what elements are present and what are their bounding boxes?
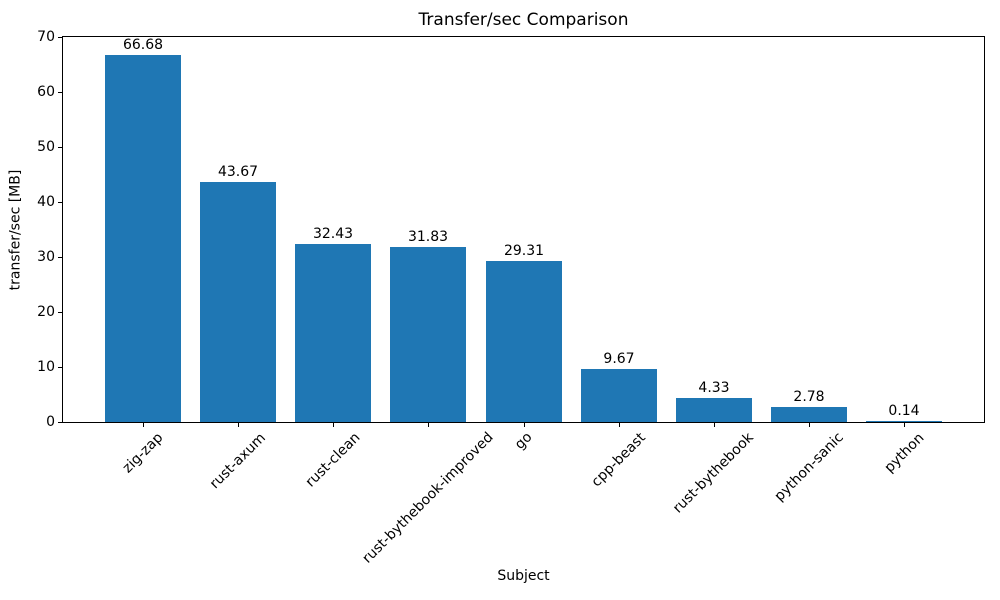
x-tick-label-zig-zap: zig-zap bbox=[119, 429, 167, 477]
y-tick-label: 50 bbox=[37, 139, 55, 155]
y-tick bbox=[58, 312, 62, 313]
bar-rust-axum bbox=[200, 182, 276, 422]
bar-value-label: 31.83 bbox=[407, 229, 449, 245]
x-tick bbox=[428, 423, 429, 427]
y-tick bbox=[58, 202, 62, 203]
bar-zig-zap bbox=[105, 55, 181, 422]
bar-value-label: 43.67 bbox=[217, 164, 259, 180]
bar-go bbox=[486, 261, 562, 422]
x-tick bbox=[333, 423, 334, 427]
bar-rust-bythebook-improved bbox=[390, 247, 466, 422]
x-tick-label-cpp-beast: cpp-beast bbox=[588, 429, 650, 490]
x-tick bbox=[809, 423, 810, 427]
y-axis-label: transfer/sec [MB] bbox=[6, 169, 23, 290]
bar-value-label: 9.67 bbox=[603, 351, 635, 367]
bar-value-label: 32.43 bbox=[312, 226, 354, 242]
x-tick bbox=[619, 423, 620, 427]
x-tick-label-rust-bythebook-improved: rust-bythebook-improved bbox=[359, 429, 497, 567]
y-tick-label: 40 bbox=[37, 194, 55, 210]
bar-value-label: 0.14 bbox=[888, 403, 920, 419]
y-tick-label: 0 bbox=[46, 414, 55, 430]
x-tick-label-go: go bbox=[511, 429, 536, 454]
x-tick-label-python: python bbox=[881, 429, 928, 476]
y-tick bbox=[58, 147, 62, 148]
y-tick bbox=[58, 92, 62, 93]
y-tick-label: 20 bbox=[37, 304, 55, 320]
x-tick bbox=[143, 423, 144, 427]
x-tick bbox=[238, 423, 239, 427]
y-tick-label: 30 bbox=[37, 249, 55, 265]
bar-value-label: 2.78 bbox=[793, 389, 825, 405]
y-tick-label: 70 bbox=[37, 29, 55, 45]
x-tick-label-rust-bythebook: rust-bythebook bbox=[670, 429, 758, 517]
x-tick-label-rust-axum: rust-axum bbox=[206, 429, 270, 492]
bar-rust-clean bbox=[295, 244, 371, 422]
y-tick bbox=[58, 37, 62, 38]
y-tick bbox=[58, 367, 62, 368]
x-axis-label: Subject bbox=[497, 568, 550, 584]
bar-value-label: 66.68 bbox=[122, 37, 164, 53]
x-tick bbox=[904, 423, 905, 427]
bar-cpp-beast bbox=[581, 369, 657, 422]
y-tick bbox=[58, 257, 62, 258]
x-tick-label-rust-clean: rust-clean bbox=[302, 429, 364, 491]
chart-title: Transfer/sec Comparison bbox=[418, 10, 629, 30]
x-tick-label-python-sanic: python-sanic bbox=[771, 429, 847, 505]
x-tick bbox=[524, 423, 525, 427]
bar-rust-bythebook bbox=[676, 398, 752, 422]
x-tick bbox=[714, 423, 715, 427]
bar-value-label: 29.31 bbox=[503, 243, 545, 259]
y-tick bbox=[58, 422, 62, 423]
bar-python-sanic bbox=[771, 407, 847, 422]
y-tick-label: 10 bbox=[37, 359, 55, 375]
y-tick-label: 60 bbox=[37, 84, 55, 100]
bar-value-label: 4.33 bbox=[698, 380, 730, 396]
plot-area bbox=[62, 36, 985, 423]
bar-python bbox=[866, 421, 942, 422]
